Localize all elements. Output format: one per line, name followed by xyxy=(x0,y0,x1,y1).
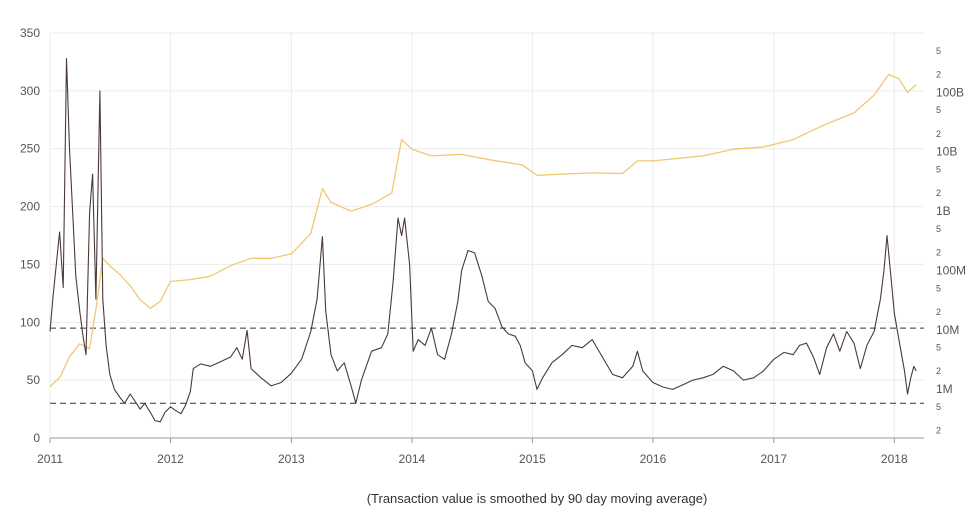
y-right-tick-label: 1M xyxy=(936,382,953,396)
y-right-minor-tick-label: 2 xyxy=(936,129,941,139)
x-tick-label: 2015 xyxy=(519,452,546,466)
y-left-tick-label: 150 xyxy=(20,257,40,271)
y-right-minor-tick-label: 2 xyxy=(936,307,941,317)
y-right-minor-tick-label: 5 xyxy=(936,165,941,175)
series xyxy=(49,57,917,423)
y-left-tick-label: 250 xyxy=(20,142,40,156)
y-left-tick-label: 200 xyxy=(20,200,40,214)
y-right-tick-label: 100B xyxy=(936,85,964,99)
y-right-minor-tick-label: 2 xyxy=(936,188,941,198)
x-tick-label: 2013 xyxy=(278,452,305,466)
y-right-minor-tick-label: 2 xyxy=(936,366,941,376)
axes: 0 50 100 150 200 250 300 350 2011 2012 2013 2014 201… xyxy=(20,26,966,466)
y-right-minor-tick-label: 5 xyxy=(936,105,941,115)
y-right-minor-tick-label: 2 xyxy=(936,248,941,258)
y-left-tick-label: 300 xyxy=(20,84,40,98)
x-tick-label: 2017 xyxy=(760,452,787,466)
y-right-tick-label: 10M xyxy=(936,323,959,337)
footnote: (Transaction value is smoothed by 90 day… xyxy=(367,491,708,506)
x-tick-label: 2014 xyxy=(399,452,426,466)
y-right-tick-label: 10B xyxy=(936,145,957,159)
reference-lines xyxy=(50,327,924,404)
y-right-minor-tick-label: 5 xyxy=(936,283,941,293)
x-tick-label: 2011 xyxy=(37,452,63,466)
y-right-minor-tick-label: 2 xyxy=(936,426,941,436)
series-line-right-axis xyxy=(49,73,917,388)
x-tick-label: 2018 xyxy=(881,452,908,466)
y-left-tick-label: 50 xyxy=(27,373,41,387)
y-left-tick-label: 0 xyxy=(33,431,40,445)
y-left-tick-label: 100 xyxy=(20,315,40,329)
series-line-left-axis xyxy=(49,57,917,423)
y-right-minor-tick-label: 2 xyxy=(936,69,941,79)
y-right-tick-label: 1B xyxy=(936,204,951,218)
x-tick-label: 2012 xyxy=(157,452,184,466)
y-right-minor-tick-label: 5 xyxy=(936,224,941,234)
x-tick-label: 2016 xyxy=(640,452,667,466)
y-right-minor-tick-label: 5 xyxy=(936,343,941,353)
y-right-minor-tick-label: 5 xyxy=(936,46,941,56)
y-right-tick-label: 100M xyxy=(936,263,966,277)
y-right-minor-tick-label: 5 xyxy=(936,402,941,412)
grid xyxy=(49,32,924,439)
y-left-tick-label: 350 xyxy=(20,26,40,40)
